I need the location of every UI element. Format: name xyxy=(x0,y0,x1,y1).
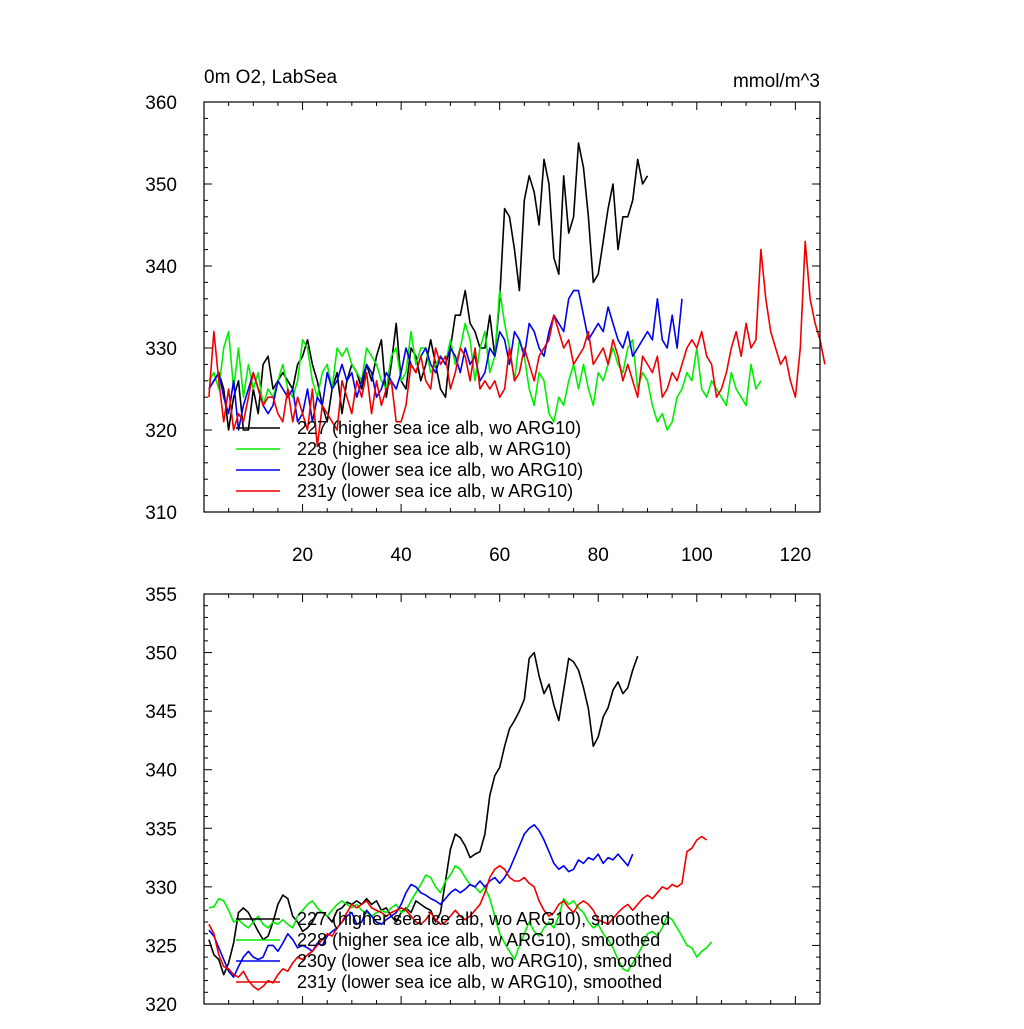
legend-label-2: 230y (lower sea ice alb, wo ARG10) xyxy=(297,460,583,480)
series-line-2 xyxy=(208,289,683,431)
y-tick-label: 360 xyxy=(145,93,177,114)
top-chart-title: 0m O2, LabSea xyxy=(204,67,338,88)
top-panel: 0m O2, LabSea mmol/m^3 310 320 330 340 350 36… xyxy=(145,67,826,566)
x-tick-label: 100 xyxy=(681,545,713,566)
y-tick-label: 330 xyxy=(145,339,177,360)
legend-label-1: 228 (higher sea ice alb, w ARG10), smoot… xyxy=(297,930,660,950)
y-tick-label: 340 xyxy=(145,257,177,278)
bottom-panel: 320 325 330 335 340 345 350 355 227 (higher sea… xyxy=(145,585,821,1016)
legend-label-0: 227 (higher sea ice alb, wo ARG10) xyxy=(297,418,581,438)
legend-label-3: 231y (lower sea ice alb, w ARG10) xyxy=(297,481,573,501)
bottom-series-group xyxy=(208,651,713,991)
legend-label-3: 231y (lower sea ice alb, w ARG10), smoot… xyxy=(297,972,662,992)
y-tick-label: 330 xyxy=(145,878,177,899)
top-chart-units: mmol/m^3 xyxy=(733,71,820,92)
series-line-2 xyxy=(208,823,634,978)
plot-frame xyxy=(203,593,821,1005)
top-series-group xyxy=(208,142,826,448)
x-tick-label: 60 xyxy=(489,545,510,566)
bottom-axes: 320 325 330 335 340 345 350 355 xyxy=(145,585,821,1016)
y-tick-label: 335 xyxy=(145,819,177,840)
y-tick-label: 355 xyxy=(145,585,177,606)
y-tick-label: 320 xyxy=(145,421,177,442)
series-line-0 xyxy=(208,142,649,431)
x-tick-label: 120 xyxy=(780,545,812,566)
legend-label-2: 230y (lower sea ice alb, wo ARG10), smoo… xyxy=(297,951,672,971)
legend-label-1: 228 (higher sea ice alb, w ARG10) xyxy=(297,439,571,459)
plot-frame xyxy=(203,101,821,513)
series-line-3 xyxy=(208,835,708,991)
x-tick-label: 20 xyxy=(292,545,313,566)
x-tick-label: 40 xyxy=(391,545,412,566)
top-legend: 227 (higher sea ice alb, wo ARG10)228 (h… xyxy=(236,418,583,501)
series-line-1 xyxy=(208,289,762,431)
legend-label-0: 227 (higher sea ice alb, wo ARG10), smoo… xyxy=(297,909,670,929)
y-tick-label: 340 xyxy=(145,761,177,782)
bottom-legend: 227 (higher sea ice alb, wo ARG10), smoo… xyxy=(236,909,672,992)
series-line-3 xyxy=(208,240,826,448)
y-tick-label: 350 xyxy=(145,644,177,665)
y-tick-label: 350 xyxy=(145,175,177,196)
series-line-0 xyxy=(208,651,639,976)
y-tick-label: 325 xyxy=(145,936,177,957)
x-tick-label: 80 xyxy=(588,545,609,566)
series-line-1 xyxy=(208,864,713,973)
top-axes: 310 320 330 340 350 360 20 40 60 80 100 120 xyxy=(145,93,821,566)
y-tick-label: 310 xyxy=(145,503,177,524)
y-tick-label: 345 xyxy=(145,702,177,723)
y-tick-label: 320 xyxy=(145,995,177,1016)
